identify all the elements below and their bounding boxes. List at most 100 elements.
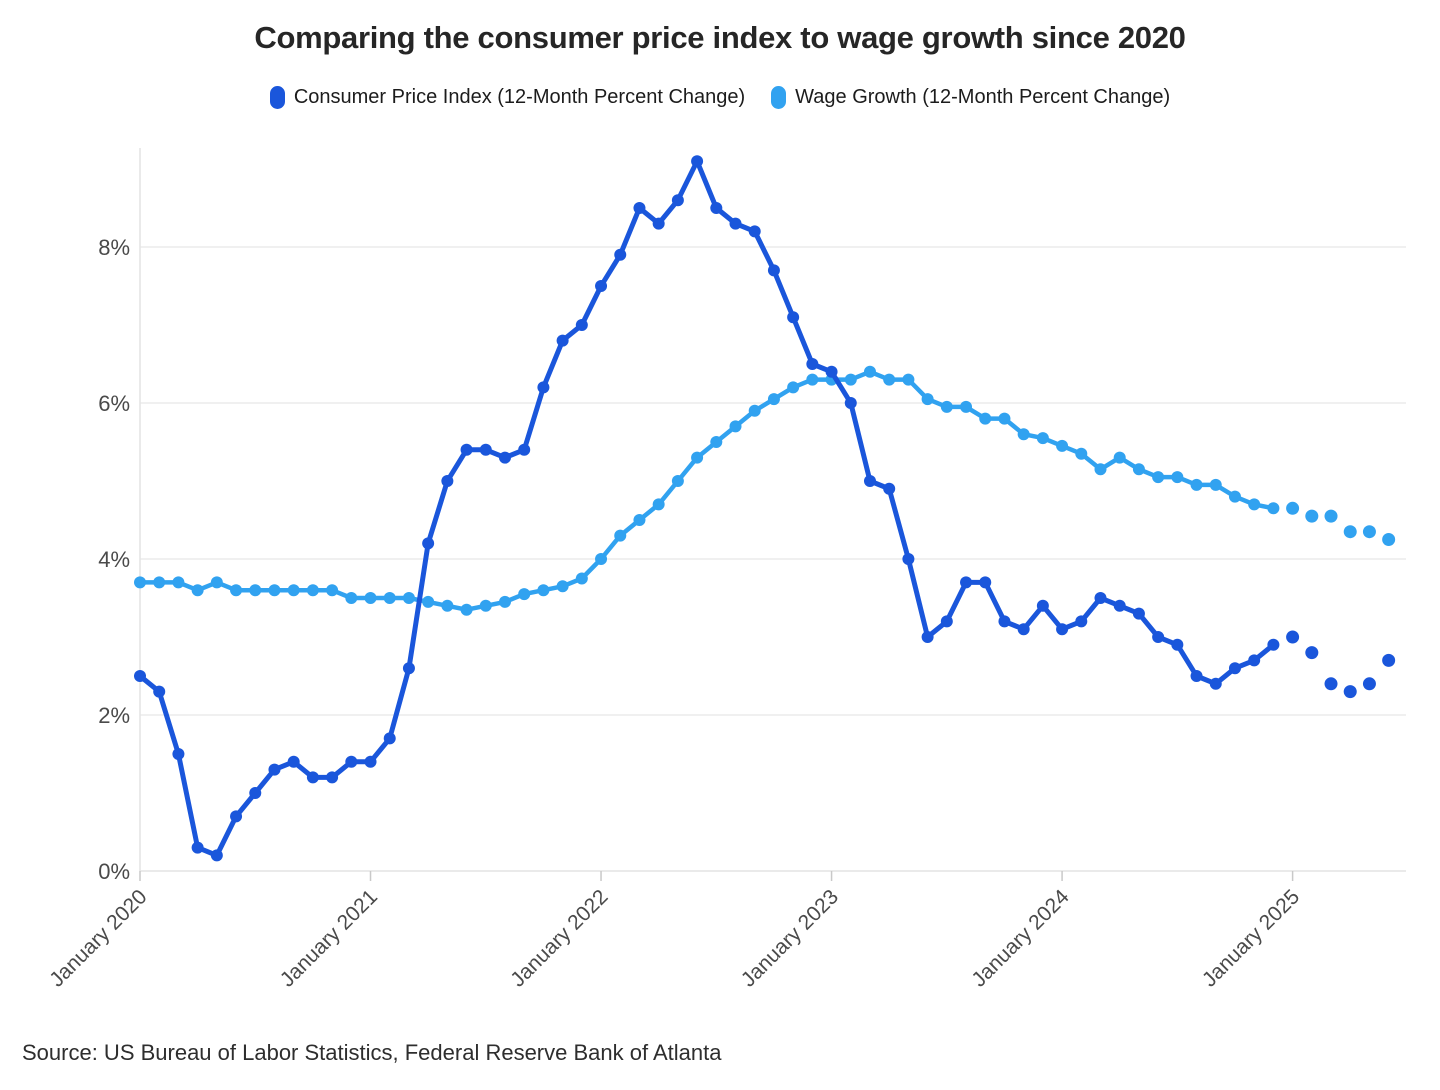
data-point-s1-m18 xyxy=(479,599,492,612)
data-point-s0-m40 xyxy=(902,553,915,565)
data-point-s0-m10 xyxy=(326,771,339,784)
data-point-s0-m28 xyxy=(671,194,684,207)
data-point-s0-m32 xyxy=(748,225,761,238)
data-point-s1-m63 xyxy=(1343,525,1357,539)
data-point-s0-m43 xyxy=(960,576,973,589)
data-point-s1-m28 xyxy=(671,475,684,487)
legend: Consumer Price Index (12-Month Percent C… xyxy=(0,86,1440,109)
data-point-s0-m65 xyxy=(1382,653,1396,667)
x-tick-label: January 2022 xyxy=(506,885,612,991)
data-point-s0-m29 xyxy=(691,155,704,168)
y-tick-label: 8% xyxy=(98,235,130,260)
data-point-s1-m57 xyxy=(1228,490,1241,503)
data-point-s1-m5 xyxy=(230,584,243,597)
data-point-s0-m55 xyxy=(1190,670,1203,682)
data-point-s1-m7 xyxy=(268,584,281,597)
data-point-s1-m47 xyxy=(1036,432,1049,445)
data-point-s1-m21 xyxy=(537,584,550,597)
data-point-s1-m48 xyxy=(1056,439,1069,452)
data-point-s0-m3 xyxy=(191,841,204,854)
legend-item-wage: Wage Growth (12-Month Percent Change) xyxy=(771,86,1170,109)
wage-swatch-icon xyxy=(771,86,787,109)
data-point-s1-m35 xyxy=(806,373,819,386)
data-point-s0-m30 xyxy=(710,202,723,214)
y-tick-label: 4% xyxy=(98,547,130,572)
data-point-s0-m36 xyxy=(825,365,838,378)
data-point-s1-m49 xyxy=(1075,447,1088,460)
data-point-s1-m45 xyxy=(998,412,1011,425)
data-point-s1-m65 xyxy=(1382,533,1396,546)
data-point-s1-m62 xyxy=(1324,509,1338,523)
data-point-s0-m37 xyxy=(844,397,857,409)
data-point-s1-m23 xyxy=(575,572,588,585)
data-point-s0-m61 xyxy=(1305,646,1319,660)
data-point-s0-m44 xyxy=(979,576,992,589)
data-point-s0-m18 xyxy=(479,443,492,456)
data-point-s0-m52 xyxy=(1132,607,1145,620)
data-point-s1-m41 xyxy=(921,393,934,406)
data-point-s0-m45 xyxy=(998,615,1011,628)
data-point-s0-m21 xyxy=(537,381,550,394)
data-point-s0-m41 xyxy=(921,631,934,643)
data-point-s0-m0 xyxy=(134,670,146,682)
data-point-s1-m51 xyxy=(1113,451,1126,464)
data-point-s0-m64 xyxy=(1362,677,1376,691)
data-point-s1-m43 xyxy=(960,400,973,413)
data-point-s1-m1 xyxy=(153,576,166,589)
data-point-s0-m56 xyxy=(1209,677,1222,690)
x-tick-label: January 2021 xyxy=(276,885,382,991)
data-point-s0-m11 xyxy=(345,755,358,768)
data-point-s0-m14 xyxy=(402,662,415,675)
data-point-s1-m37 xyxy=(844,373,857,386)
series-line-0 xyxy=(137,158,1276,858)
data-point-s1-m26 xyxy=(633,514,646,526)
data-point-s0-m59 xyxy=(1267,638,1280,651)
data-point-s0-m25 xyxy=(614,248,627,261)
data-point-s1-m8 xyxy=(287,584,300,597)
data-point-s0-m33 xyxy=(767,264,780,277)
data-point-s1-m29 xyxy=(691,451,704,464)
source-note: Source: US Bureau of Labor Statistics, F… xyxy=(22,1040,722,1065)
data-point-s0-m42 xyxy=(940,615,953,628)
y-tick-label: 0% xyxy=(98,859,130,884)
data-point-s1-m6 xyxy=(249,584,262,597)
data-point-s1-m16 xyxy=(441,599,454,612)
data-point-s1-m11 xyxy=(345,592,358,604)
data-point-s0-m58 xyxy=(1248,654,1261,667)
data-point-s1-m46 xyxy=(1017,428,1030,441)
data-point-s1-m17 xyxy=(460,603,473,616)
data-point-s0-m63 xyxy=(1343,685,1357,699)
data-point-s0-m16 xyxy=(441,475,454,487)
data-point-s1-m0 xyxy=(134,576,146,589)
data-point-s1-m25 xyxy=(614,529,627,542)
x-tick-label: January 2020 xyxy=(45,885,151,991)
data-point-s0-m7 xyxy=(268,763,281,776)
data-point-s1-m53 xyxy=(1152,471,1165,484)
legend-label-cpi: Consumer Price Index (12-Month Percent C… xyxy=(293,86,746,108)
data-point-s0-m26 xyxy=(633,202,646,214)
y-tick-label: 6% xyxy=(98,391,130,416)
data-point-s0-m50 xyxy=(1094,592,1107,604)
data-point-s1-m59 xyxy=(1267,502,1280,515)
data-point-s0-m38 xyxy=(863,475,876,487)
data-point-s1-m22 xyxy=(556,580,569,593)
data-point-s0-m9 xyxy=(306,771,319,784)
x-tick-label: January 2023 xyxy=(737,885,843,991)
data-point-s0-m57 xyxy=(1228,662,1241,675)
data-point-s1-m10 xyxy=(326,584,339,597)
data-point-s0-m23 xyxy=(575,319,588,331)
data-point-s1-m27 xyxy=(652,498,665,511)
data-point-s0-m1 xyxy=(153,685,166,698)
data-point-s1-m15 xyxy=(422,595,435,608)
data-point-s0-m15 xyxy=(422,537,435,550)
data-point-s0-m27 xyxy=(652,217,665,230)
data-point-s1-m56 xyxy=(1209,478,1222,491)
data-point-s1-m39 xyxy=(883,373,896,386)
data-point-s0-m4 xyxy=(210,849,223,862)
data-point-s1-m42 xyxy=(940,400,953,413)
data-point-s0-m54 xyxy=(1171,638,1184,651)
data-point-s0-m13 xyxy=(383,732,396,745)
data-point-s0-m49 xyxy=(1075,615,1088,628)
data-point-s0-m24 xyxy=(595,280,608,292)
